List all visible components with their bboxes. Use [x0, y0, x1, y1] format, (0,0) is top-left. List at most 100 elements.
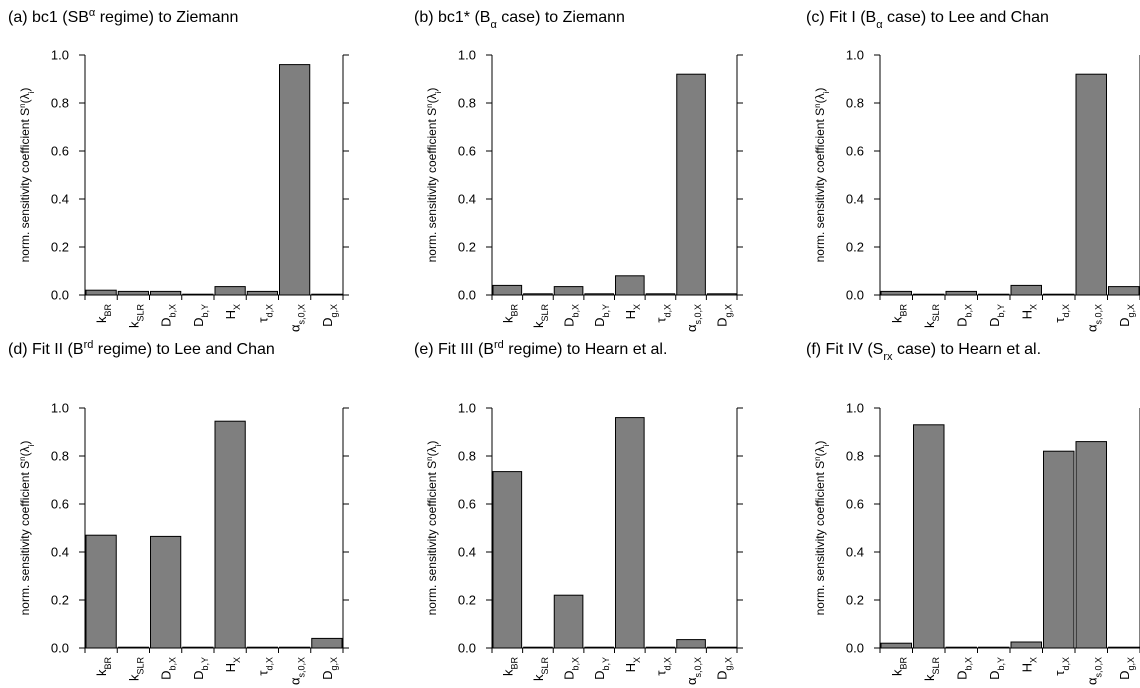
x-tick-label: Db,Y	[592, 657, 611, 680]
y-tick-label: 1.0	[51, 401, 69, 416]
x-tick-label: HX	[223, 304, 242, 319]
y-tick-label: 0.0	[846, 288, 864, 303]
x-tick-label: αs,0,X	[684, 304, 703, 332]
panel-d: (d) Fit II (Brd regime) to Lee and Chan 0…	[8, 339, 349, 685]
bar--d-x	[246, 290, 278, 296]
y-tick-label: 1.0	[846, 48, 864, 63]
x-tick-label: αs,0,X	[288, 657, 307, 685]
panel-e-title: (e) Fit III (Brd regime) to Hearn et al.	[414, 339, 667, 358]
x-tick-label: Db,Y	[987, 657, 1006, 680]
panel-b: (b) bc1* (Bα case) to Ziemann 0.0 0.2 0.4 0.…	[414, 9, 743, 332]
x-tick-label: Db,Y	[191, 304, 210, 327]
y-tick-label: 0.6	[458, 497, 476, 512]
y-tick-label: 0.8	[846, 96, 864, 111]
y-tick-label: 0.2	[846, 240, 864, 255]
x-tick-label: kBR	[500, 304, 519, 324]
y-tick-label: 0.8	[458, 449, 476, 464]
y-tick-label: 0.2	[458, 593, 476, 608]
panel-a-title: (a) bc1 (SBα regime) to Ziemann	[8, 7, 238, 26]
x-tick-label: Dg,X	[320, 304, 339, 327]
bar-d-b-x	[150, 535, 182, 649]
y-tick-label: 0.6	[458, 144, 476, 159]
x-tick-label: HX	[223, 657, 242, 672]
x-tick-label: αs,0,X	[684, 657, 703, 685]
x-tick-label: kSLR	[126, 657, 145, 682]
x-tick-label: kBR	[94, 304, 113, 324]
x-tick-label: τd,X	[255, 304, 274, 323]
panel-a: (a) bc1 (SBα regime) to Ziemann 0.0 0.2 0.4…	[8, 7, 349, 332]
y-tick-label: 0.4	[51, 192, 69, 207]
y-tick-label: 0.0	[846, 641, 864, 656]
x-tick-label: τd,X	[653, 304, 672, 323]
bar-h-x	[1010, 284, 1042, 296]
bar-h-x	[214, 420, 246, 649]
x-tick-label: τd,X	[255, 657, 274, 676]
x-tick-label: τd,X	[1052, 657, 1071, 676]
panel-e: (e) Fit III (Brd regime) to Hearn et al.…	[414, 339, 743, 685]
y-tick-label: 0.8	[846, 449, 864, 464]
bar--s-0-x	[1075, 73, 1107, 296]
bar-k-slr	[117, 290, 149, 296]
x-tick-label: kBR	[889, 304, 908, 324]
bar-d-b-x	[553, 594, 584, 649]
x-tick-label: Dg,X	[715, 304, 734, 327]
y-tick-label: 0.4	[458, 192, 476, 207]
bar-k-br	[85, 289, 117, 296]
x-tick-label: Db,X	[954, 657, 973, 680]
bar-d-b-x	[553, 286, 584, 296]
y-tick-label: 0.4	[846, 545, 864, 560]
x-tick-label: Db,Y	[191, 657, 210, 680]
y-axis-label: norm. sensitivity coefficient Sn(λi)	[18, 88, 36, 263]
y-tick-label: 1.0	[51, 48, 69, 63]
x-tick-label: kBR	[94, 657, 113, 677]
y-axis-label: norm. sensitivity coefficient Sn(λi)	[813, 441, 831, 616]
x-tick-label: αs,0,X	[1084, 304, 1103, 332]
y-tick-label: 0.0	[458, 288, 476, 303]
panel-c-title: (c) Fit I (Bα case) to Lee and Chan	[806, 9, 1049, 31]
x-tick-label: τd,X	[1052, 304, 1071, 323]
y-tick-label: 0.0	[458, 641, 476, 656]
bar-h-x	[615, 275, 645, 296]
y-tick-label: 1.0	[846, 401, 864, 416]
bar-k-slr	[913, 424, 945, 649]
x-tick-label: HX	[1019, 657, 1038, 672]
x-tick-label: kSLR	[922, 304, 941, 329]
x-tick-label: HX	[623, 657, 642, 672]
y-tick-label: 0.0	[51, 288, 69, 303]
y-tick-label: 0.0	[51, 641, 69, 656]
bar-h-x	[615, 417, 645, 649]
y-tick-label: 0.2	[51, 240, 69, 255]
bar--s-0-x	[1075, 441, 1107, 649]
bar--d-x	[1043, 450, 1075, 649]
panel-b-title: (b) bc1* (Bα case) to Ziemann	[414, 9, 625, 31]
y-tick-label: 0.6	[846, 144, 864, 159]
y-axis-label: norm. sensitivity coefficient Sn(λi)	[425, 441, 443, 616]
bar--s-0-x	[676, 73, 706, 296]
panel-f-title: (f) Fit IV (Srx case) to Hearn et al.	[806, 341, 1041, 363]
bar-d-b-x	[945, 290, 977, 296]
bar--s-0-x	[676, 639, 706, 649]
y-tick-label: 0.8	[51, 96, 69, 111]
panel-c: (c) Fit I (Bα case) to Lee and Chan 0.0 0.…	[806, 9, 1140, 332]
y-tick-label: 0.2	[458, 240, 476, 255]
y-axis-label: norm. sensitivity coefficient Sn(λi)	[18, 441, 36, 616]
y-tick-label: 0.2	[846, 593, 864, 608]
x-tick-label: Dg,X	[320, 657, 339, 680]
y-tick-label: 0.2	[51, 593, 69, 608]
x-tick-label: Dg,X	[715, 657, 734, 680]
x-tick-label: αs,0,X	[1084, 657, 1103, 685]
x-tick-label: kSLR	[922, 657, 941, 682]
y-tick-label: 0.6	[51, 144, 69, 159]
panel-f: (f) Fit IV (Srx case) to Hearn et al. 0.0…	[806, 341, 1140, 685]
y-axis-label: norm. sensitivity coefficient Sn(λi)	[425, 88, 443, 263]
bar-k-br	[880, 642, 912, 649]
x-tick-label: Dg,X	[1117, 657, 1136, 680]
x-tick-label: kSLR	[126, 304, 145, 329]
x-tick-label: Db,X	[562, 304, 581, 327]
x-tick-label: kSLR	[531, 657, 550, 682]
y-tick-label: 0.8	[458, 96, 476, 111]
bar-k-br	[880, 290, 912, 296]
x-tick-label: Db,X	[954, 304, 973, 327]
y-tick-label: 0.4	[51, 545, 69, 560]
